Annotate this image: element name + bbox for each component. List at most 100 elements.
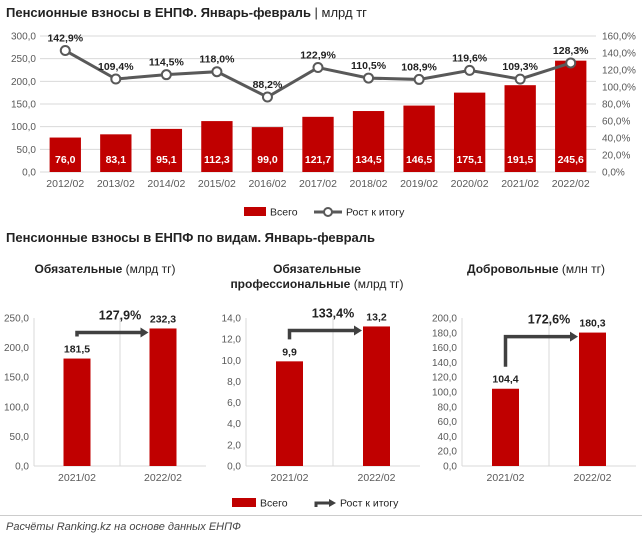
growth-label: 122,9% <box>300 50 336 62</box>
sub-title-voluntary: Добровольные (млн тг) <box>430 262 642 277</box>
bar-value-label: 121,7 <box>305 154 331 166</box>
y-tick-label: 12,0 <box>222 335 242 346</box>
x-tick-label: 2016/02 <box>248 178 286 190</box>
bar-value-label: 83,1 <box>106 154 127 166</box>
y-tick-label: 250,0 <box>4 314 29 325</box>
y-tick-label: 80,0 <box>438 402 458 413</box>
bar-value-label: 9,9 <box>282 346 297 358</box>
main-title-text: Пенсионные взносы в ЕНПФ. Январь-февраль <box>6 5 311 20</box>
growth-marker <box>413 73 425 85</box>
y-tick-label: 50,0 <box>17 145 37 156</box>
growth-label: 108,9% <box>401 61 437 73</box>
growth-arrow-head <box>140 327 149 338</box>
y-tick-label: 150,0 <box>11 100 36 111</box>
legend-bar-label: Всего <box>270 207 298 219</box>
bar <box>276 361 303 466</box>
y-tick-label: 40,0 <box>438 432 458 443</box>
y-tick-label: 140,0 <box>432 358 457 369</box>
x-tick-label: 2017/02 <box>299 178 337 190</box>
y-tick-label: 150,0 <box>4 373 29 384</box>
y-tick-label: 0,0 <box>15 462 29 473</box>
legend-line-label: Рост к итогу <box>346 207 405 219</box>
growth-label: 114,5% <box>149 57 185 69</box>
bar <box>49 137 81 172</box>
y2-tick-label: 120,0% <box>602 66 636 77</box>
x-tick-label: 2021/02 <box>501 178 539 190</box>
x-tick-label: 2018/02 <box>350 178 388 190</box>
legend-arrow-head <box>329 499 336 507</box>
y2-tick-label: 40,0% <box>602 134 630 145</box>
bar-value-label: 95,1 <box>156 154 177 166</box>
bar-value-label: 181,5 <box>64 344 90 356</box>
sub-title-professional-name2: профессиональные <box>230 277 351 291</box>
bar <box>579 332 606 466</box>
x-tick-label: 2022/02 <box>144 472 182 484</box>
x-tick-label: 2019/02 <box>400 178 438 190</box>
y-tick-label: 300,0 <box>11 32 36 43</box>
y2-tick-label: 60,0% <box>602 117 630 128</box>
growth-arrow <box>503 334 571 367</box>
legend-arrow-swatch <box>314 501 330 507</box>
y-tick-label: 2,0 <box>227 440 241 451</box>
x-tick-label: 2022/02 <box>552 178 590 190</box>
y-tick-label: 250,0 <box>11 54 36 65</box>
x-tick-label: 2013/02 <box>97 178 135 190</box>
y-tick-label: 100,0 <box>11 122 36 133</box>
growth-marker <box>211 66 223 78</box>
y-tick-label: 200,0 <box>11 77 36 88</box>
growth-label: 119,6% <box>452 52 488 64</box>
x-tick-label: 2022/02 <box>574 472 612 484</box>
sub-title-mandatory-name: Обязательные <box>34 262 123 276</box>
bar-value-label: 134,5 <box>355 154 381 166</box>
main-chart-title: Пенсионные взносы в ЕНПФ. Январь-февраль… <box>6 5 367 20</box>
bar <box>251 127 284 172</box>
legend-bar-swatch <box>244 207 266 216</box>
bar-value-label: 99,0 <box>257 154 278 166</box>
x-tick-label: 2012/02 <box>46 178 84 190</box>
bar <box>403 105 435 172</box>
growth-arrow-head <box>570 331 578 342</box>
bar-value-label: 146,5 <box>406 154 432 166</box>
growth-marker <box>59 45 71 57</box>
growth-marker <box>110 73 122 85</box>
bar <box>149 328 177 466</box>
small-charts: 0,0 50,0 100,0 150,0 200,0 250,0 181,5 2021/02 2… <box>4 306 636 510</box>
sub-title-professional: Обязательные профессиональные (млрд тг) <box>212 262 422 292</box>
bar <box>363 326 390 466</box>
y-tick-label: 100,0 <box>432 388 457 399</box>
bar <box>352 111 385 172</box>
y-tick-label: 0,0 <box>22 168 36 179</box>
growth-label: 142,9% <box>47 33 83 45</box>
y2-tick-label: 20,0% <box>602 151 630 162</box>
y-tick-label: 200,0 <box>4 343 29 354</box>
y2-tick-label: 100,0% <box>602 83 636 94</box>
sub-title-mandatory-unit: (млрд тг) <box>122 262 176 276</box>
growth-label: 172,6% <box>528 313 570 327</box>
y-tick-label: 160,0 <box>432 343 457 354</box>
growth-arrow <box>75 330 142 337</box>
bar-value-label: 232,3 <box>150 313 176 325</box>
bar-value-label: 180,3 <box>579 318 605 330</box>
y-tick-label: 120,0 <box>432 373 457 384</box>
x-tick-label: 2020/02 <box>451 178 489 190</box>
y-tick-label: 180,0 <box>432 328 457 339</box>
y-tick-label: 8,0 <box>227 377 241 388</box>
bar <box>150 128 183 172</box>
bar <box>302 116 334 172</box>
y-tick-label: 4,0 <box>227 419 241 430</box>
growth-marker <box>160 69 172 81</box>
x-tick-label: 2021/02 <box>58 472 96 484</box>
bar <box>504 85 536 172</box>
source-note: Расчёты Ranking.kz на основе данных ЕНПФ <box>6 521 241 533</box>
growth-label: 109,3% <box>502 61 538 73</box>
x-tick-label: 2021/02 <box>487 472 525 484</box>
y-tick-label: 10,0 <box>222 356 242 367</box>
x-tick-label: 2021/02 <box>271 472 309 484</box>
growth-marker <box>363 72 375 84</box>
y-tick-label: 200,0 <box>432 314 457 325</box>
x-tick-label: 2014/02 <box>147 178 185 190</box>
growth-label: 88,2% <box>253 79 283 91</box>
growth-label: 128,3% <box>553 45 589 57</box>
bar <box>555 60 587 173</box>
sub-title-professional-unit: (млрд тг) <box>350 277 404 291</box>
